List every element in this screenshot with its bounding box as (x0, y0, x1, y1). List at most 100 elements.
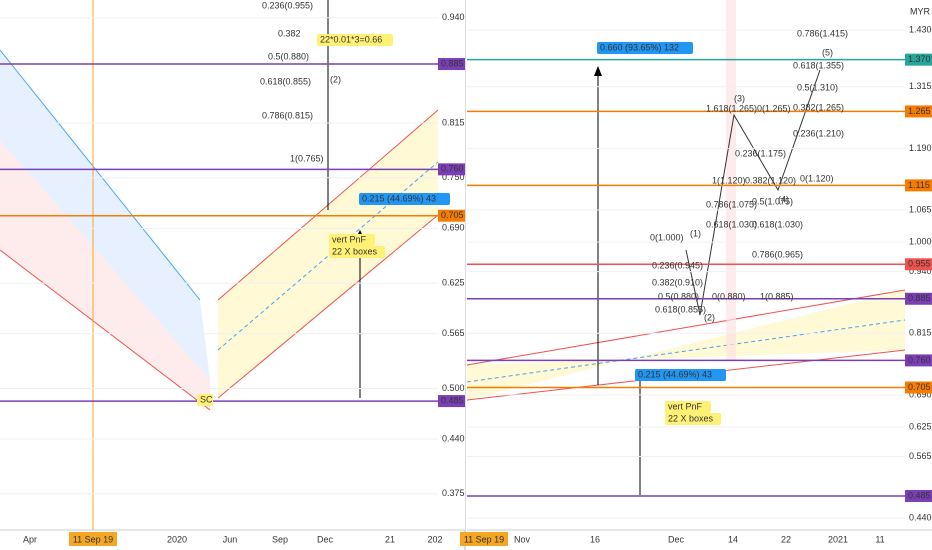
x-tick-label: 16 (590, 534, 600, 544)
y-tick-label: 0.940 (442, 12, 465, 22)
annotation: 22*0.01*3=0.66 (320, 34, 382, 44)
annotation: 0(1.265) (757, 103, 791, 113)
annotation-box (317, 34, 393, 46)
highlight-zone (726, 0, 736, 360)
price-level-label: 1.265 (908, 106, 931, 116)
annotation: 0.5(0.880) (268, 51, 309, 61)
price-level-tag (438, 163, 465, 176)
y-tick-label: 1.190 (909, 143, 932, 153)
x-tick-label: Dec (668, 534, 685, 544)
annotation-box (329, 234, 375, 246)
annotation: 0.236(0.945) (652, 260, 703, 270)
x-tick-label: Sep (272, 534, 288, 544)
x-tick-label: Nov (514, 534, 531, 544)
price-level-tag (438, 395, 465, 408)
annotation: 0.382(1.265) (793, 102, 844, 112)
wave-label: (3) (734, 93, 745, 103)
y-tick-label: 0.440 (442, 433, 465, 443)
annotation: 1(1.120) (712, 175, 746, 185)
price-level-label: 0.760 (908, 355, 931, 365)
annotation: 0(0.880) (712, 291, 746, 301)
annotation: 1(0.885) (760, 291, 794, 301)
date-tag (460, 532, 508, 546)
y-tick-label: 0.750 (442, 172, 465, 182)
y-tick-label: 0.565 (909, 451, 932, 461)
channel-line (466, 289, 906, 366)
price-level-label: 0.705 (908, 382, 931, 392)
x-tick-label: 11 (875, 534, 884, 544)
date-tag (69, 532, 117, 546)
y-tick-label: 0.815 (909, 328, 932, 338)
y-tick-label: 1.430 (909, 24, 932, 34)
y-tick-label: 1.315 (909, 81, 932, 91)
annotation: 0.382(1.120) (745, 175, 796, 185)
y-tick-label: 0.940 (909, 266, 932, 276)
annotation-box (665, 413, 721, 425)
wave-label: (4) (778, 194, 789, 204)
price-level-label: 0.485 (908, 490, 931, 500)
y-tick-label: 0.625 (442, 277, 465, 287)
y-tick-label: 0.690 (909, 389, 932, 399)
annotation: 22 X boxes (332, 246, 378, 256)
price-level-label: 1.115 (908, 180, 930, 190)
x-tick-label: 11 Sep 19 (464, 534, 504, 544)
price-level-tag (905, 179, 932, 192)
annotation: 0.660 (93.65%) 132 (600, 42, 679, 52)
annotation: 0.5(1.310) (797, 82, 838, 92)
annotation: 0.786(1.075) (706, 199, 757, 209)
annotation: 22 X boxes (668, 413, 714, 423)
down-channel-red (0, 140, 210, 410)
annotation: vert PnF (332, 234, 367, 244)
price-level-label: 0.705 (441, 210, 464, 220)
y-tick-label: 0.690 (442, 223, 465, 233)
x-tick-label: 22 (781, 534, 791, 544)
annotation-box (329, 246, 385, 258)
annotation: 0.786(0.965) (752, 249, 803, 259)
y-tick-label: 0.440 (909, 513, 932, 523)
x-tick-label: 14 (728, 534, 738, 544)
x-tick-label: 2020 (167, 534, 187, 544)
annotation-box (359, 193, 450, 205)
annotation: 0.215 (44.69%) 43 (638, 369, 712, 379)
wave-label: (2) (330, 74, 341, 84)
annotation: 0.5(0.880) (658, 291, 699, 301)
x-tick-label: Jun (223, 534, 238, 544)
x-tick-label: Apr (23, 534, 37, 544)
annotation: 1.618(1.265) (706, 103, 757, 113)
annotation: 0.618(0.855) (655, 304, 706, 314)
price-level-tag (905, 381, 932, 394)
channel-line (0, 249, 211, 411)
y-tick-label: 0.565 (442, 328, 465, 338)
price-level-label: 0.885 (908, 293, 931, 303)
annotation-box (597, 42, 693, 54)
annotation: vert PnF (668, 401, 703, 411)
channel-line (0, 49, 201, 301)
y-tick-label: 1.000 (909, 236, 932, 246)
price-level-label: 0.955 (908, 259, 931, 269)
annotation: 0.618(1.355) (793, 60, 844, 70)
price-level-tag (905, 258, 932, 271)
y-tick-label: 0.500 (442, 383, 465, 393)
annotation: 0.236(1.175) (735, 148, 786, 158)
wave-label: (1) (690, 228, 701, 238)
annotation: 0.382(0.910) (652, 277, 703, 287)
currency-label: MYR (910, 6, 931, 16)
price-level-label: 0.885 (441, 58, 464, 68)
y-tick-label: 0.375 (442, 488, 465, 498)
y-tick-label: 0.625 (909, 421, 932, 431)
price-level-label: 1.370 (908, 54, 931, 64)
price-level-tag (905, 105, 932, 118)
price-axis (438, 0, 465, 530)
annotation: 0.382 (278, 28, 301, 38)
annotation: 0.236(0.955) (262, 0, 313, 10)
y-tick-label: 1.065 (909, 204, 932, 214)
wave-label: (2) (704, 312, 715, 322)
annotation: 1(0.765) (290, 153, 324, 163)
x-tick-label: Dec (317, 534, 334, 544)
price-level-tag (438, 58, 465, 71)
x-tick-label: 2021 (828, 534, 848, 544)
annotation: 0.618(1.030) (706, 219, 757, 229)
annotation: 0.215 (44.69%) 43 (362, 193, 436, 203)
price-level-label: 0.760 (441, 164, 464, 174)
